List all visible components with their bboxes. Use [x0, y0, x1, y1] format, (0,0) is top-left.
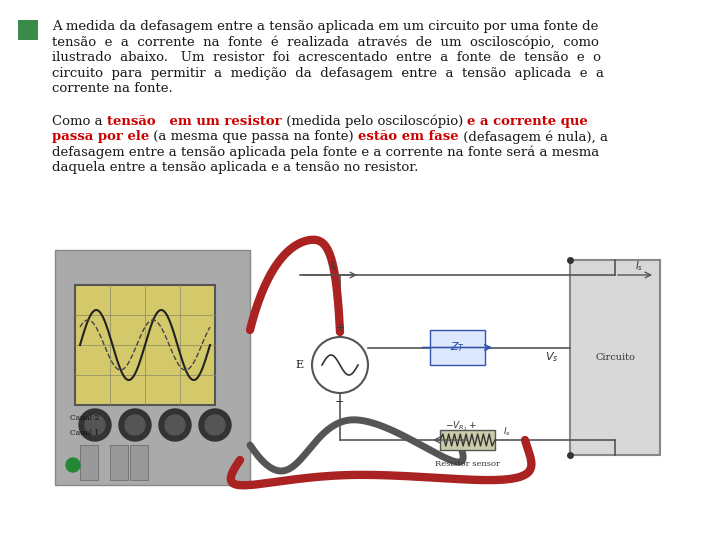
Text: Canal 1: Canal 1 — [70, 429, 99, 437]
Text: $V_s$: $V_s$ — [544, 350, 558, 365]
Text: circuito  para  permitir  a  medição  da  defasagem  entre  a  tensão  aplicada : circuito para permitir a medição da defa… — [52, 66, 604, 79]
Text: $Z_T$: $Z_T$ — [450, 341, 465, 354]
Bar — [80, 445, 98, 480]
Text: tensão   em um resistor: tensão em um resistor — [107, 114, 282, 127]
Text: A medida da defasagem entre a tensão aplicada em um circuito por uma fonte de: A medida da defasagem entre a tensão apl… — [52, 20, 598, 33]
Circle shape — [159, 409, 191, 441]
Text: E: E — [296, 360, 304, 370]
Circle shape — [66, 458, 80, 472]
Text: passa por ele: passa por ele — [52, 130, 149, 143]
Circle shape — [165, 415, 185, 435]
Text: Circuito: Circuito — [595, 353, 635, 362]
Text: Como a: Como a — [52, 114, 107, 127]
Bar — [55, 250, 250, 485]
Circle shape — [79, 409, 111, 441]
Bar — [570, 260, 660, 455]
Text: Canal 2: Canal 2 — [70, 414, 99, 422]
Circle shape — [312, 337, 368, 393]
Text: ilustrado  abaixo.   Um  resistor  foi  acrescentado  entre  a  fonte  de  tensã: ilustrado abaixo. Um resistor foi acresc… — [52, 51, 601, 64]
Bar — [75, 285, 215, 405]
Bar — [110, 445, 128, 480]
Circle shape — [205, 415, 225, 435]
Circle shape — [125, 415, 145, 435]
Text: (defasagem é nula), a: (defasagem é nula), a — [459, 130, 608, 144]
Circle shape — [199, 409, 231, 441]
Text: −: − — [336, 397, 345, 407]
Text: +: + — [336, 323, 345, 333]
Text: $I_s$: $I_s$ — [635, 259, 643, 273]
Text: corrente na fonte.: corrente na fonte. — [52, 82, 173, 95]
Text: e a corrente que: e a corrente que — [467, 114, 588, 127]
Text: estão em fase: estão em fase — [358, 130, 459, 143]
Bar — [430, 330, 485, 365]
Circle shape — [119, 409, 151, 441]
Bar — [130, 445, 148, 480]
Text: $I_s$: $I_s$ — [330, 259, 338, 273]
Text: Resistor sensor: Resistor sensor — [435, 460, 500, 468]
Circle shape — [85, 415, 105, 435]
Text: tensão  e  a  corrente  na  fonte  é  realizada  através  de  um  osciloscópio, : tensão e a corrente na fonte é realizada… — [52, 36, 599, 49]
Text: $I_s$: $I_s$ — [503, 425, 511, 437]
Text: defasagem entre a tensão aplicada pela fonte e a corrente na fonte será a mesma: defasagem entre a tensão aplicada pela f… — [52, 146, 599, 159]
Text: daquela entre a tensão aplicada e a tensão no resistor.: daquela entre a tensão aplicada e a tens… — [52, 161, 418, 174]
Text: $-V_{R_1}+$: $-V_{R_1}+$ — [445, 419, 477, 433]
Text: (a mesma que passa na fonte): (a mesma que passa na fonte) — [149, 130, 358, 143]
Bar — [18, 20, 38, 40]
Bar — [440, 430, 495, 450]
Text: (medida pelo osciloscópio): (medida pelo osciloscópio) — [282, 114, 467, 128]
